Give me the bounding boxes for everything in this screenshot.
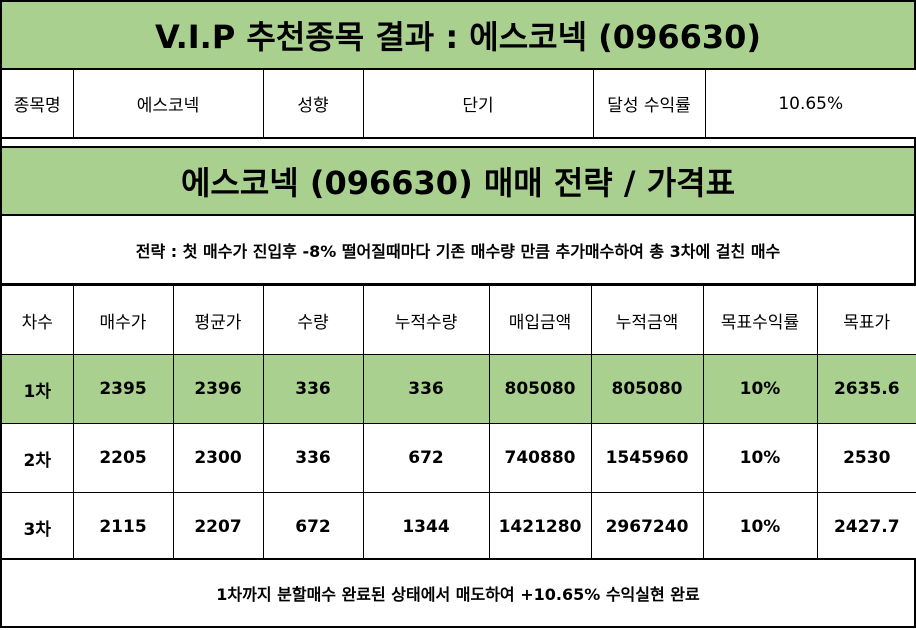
- header-cell: 누적수량: [362, 284, 490, 355]
- table-cell: 672: [362, 423, 490, 493]
- header-cell: 매입금액: [488, 284, 592, 355]
- table-cell: 336: [262, 354, 364, 424]
- table-cell: 2차: [0, 423, 74, 493]
- table-cell: 336: [262, 423, 364, 493]
- table-cell: 2205: [72, 423, 174, 493]
- strategy-title: 에스코넥 (096630) 매매 전략 / 가격표: [0, 146, 916, 216]
- header-cell: 평균가: [172, 284, 264, 355]
- table-cell: 336: [362, 354, 490, 424]
- header-cell: 차수: [0, 284, 74, 355]
- table-row: 1차 2395 2396 336 336 805080 805080 10% 2…: [0, 354, 916, 424]
- table-cell: 672: [262, 492, 364, 563]
- table-cell: 1421280: [488, 492, 592, 563]
- style-value: 단기: [362, 68, 594, 139]
- table-cell: 2396: [172, 354, 264, 424]
- table-cell: 10%: [702, 354, 818, 424]
- style-label: 성향: [262, 68, 364, 139]
- strategy-description: 전략 : 첫 매수가 진입후 -8% 떨어질때마다 기존 매수량 만큼 추가매수…: [0, 214, 916, 285]
- price-table: 차수 매수가 평균가 수량 누적수량 매입금액 누적금액 목표수익률 목표가 1…: [0, 284, 916, 563]
- table-header-row: 차수 매수가 평균가 수량 누적수량 매입금액 누적금액 목표수익률 목표가: [0, 284, 916, 355]
- table-cell: 805080: [590, 354, 704, 424]
- table-row: 2차 2205 2300 336 672 740880 1545960 10% …: [0, 423, 916, 493]
- header-cell: 누적금액: [590, 284, 704, 355]
- table-row: 3차 2115 2207 672 1344 1421280 2967240 10…: [0, 492, 916, 563]
- section-divider: [0, 139, 916, 146]
- table-cell: 740880: [488, 423, 592, 493]
- header-cell: 매수가: [72, 284, 174, 355]
- table-cell: 2427.7: [816, 492, 916, 563]
- header-cell: 수량: [262, 284, 364, 355]
- stock-name-value: 에스코넥: [72, 68, 264, 139]
- table-cell: 2530: [816, 423, 916, 493]
- table-cell: 1차: [0, 354, 74, 424]
- table-cell: 2115: [72, 492, 174, 563]
- table-cell: 2300: [172, 423, 264, 493]
- page-title: V.I.P 추천종목 결과 : 에스코넥 (096630): [0, 0, 916, 70]
- header-cell: 목표가: [816, 284, 916, 355]
- stock-info-row: 종목명 에스코넥 성향 단기 달성 수익률 10.65%: [0, 68, 916, 139]
- table-cell: 10%: [702, 492, 818, 563]
- stock-info-table: 종목명 에스코넥 성향 단기 달성 수익률 10.65%: [0, 68, 916, 139]
- result-summary: 1차까지 분할매수 완료된 상태에서 매도하여 +10.65% 수익실현 완료: [0, 558, 916, 628]
- achieved-rate-label: 달성 수익률: [592, 68, 706, 139]
- table-cell: 3차: [0, 492, 74, 563]
- table-cell: 1344: [362, 492, 490, 563]
- table-cell: 1545960: [590, 423, 704, 493]
- table-cell: 2635.6: [816, 354, 916, 424]
- table-cell: 805080: [488, 354, 592, 424]
- stock-name-label: 종목명: [0, 68, 74, 139]
- achieved-rate-value: 10.65%: [704, 68, 916, 139]
- header-cell: 목표수익률: [702, 284, 818, 355]
- table-cell: 2207: [172, 492, 264, 563]
- table-cell: 2395: [72, 354, 174, 424]
- table-cell: 2967240: [590, 492, 704, 563]
- table-cell: 10%: [702, 423, 818, 493]
